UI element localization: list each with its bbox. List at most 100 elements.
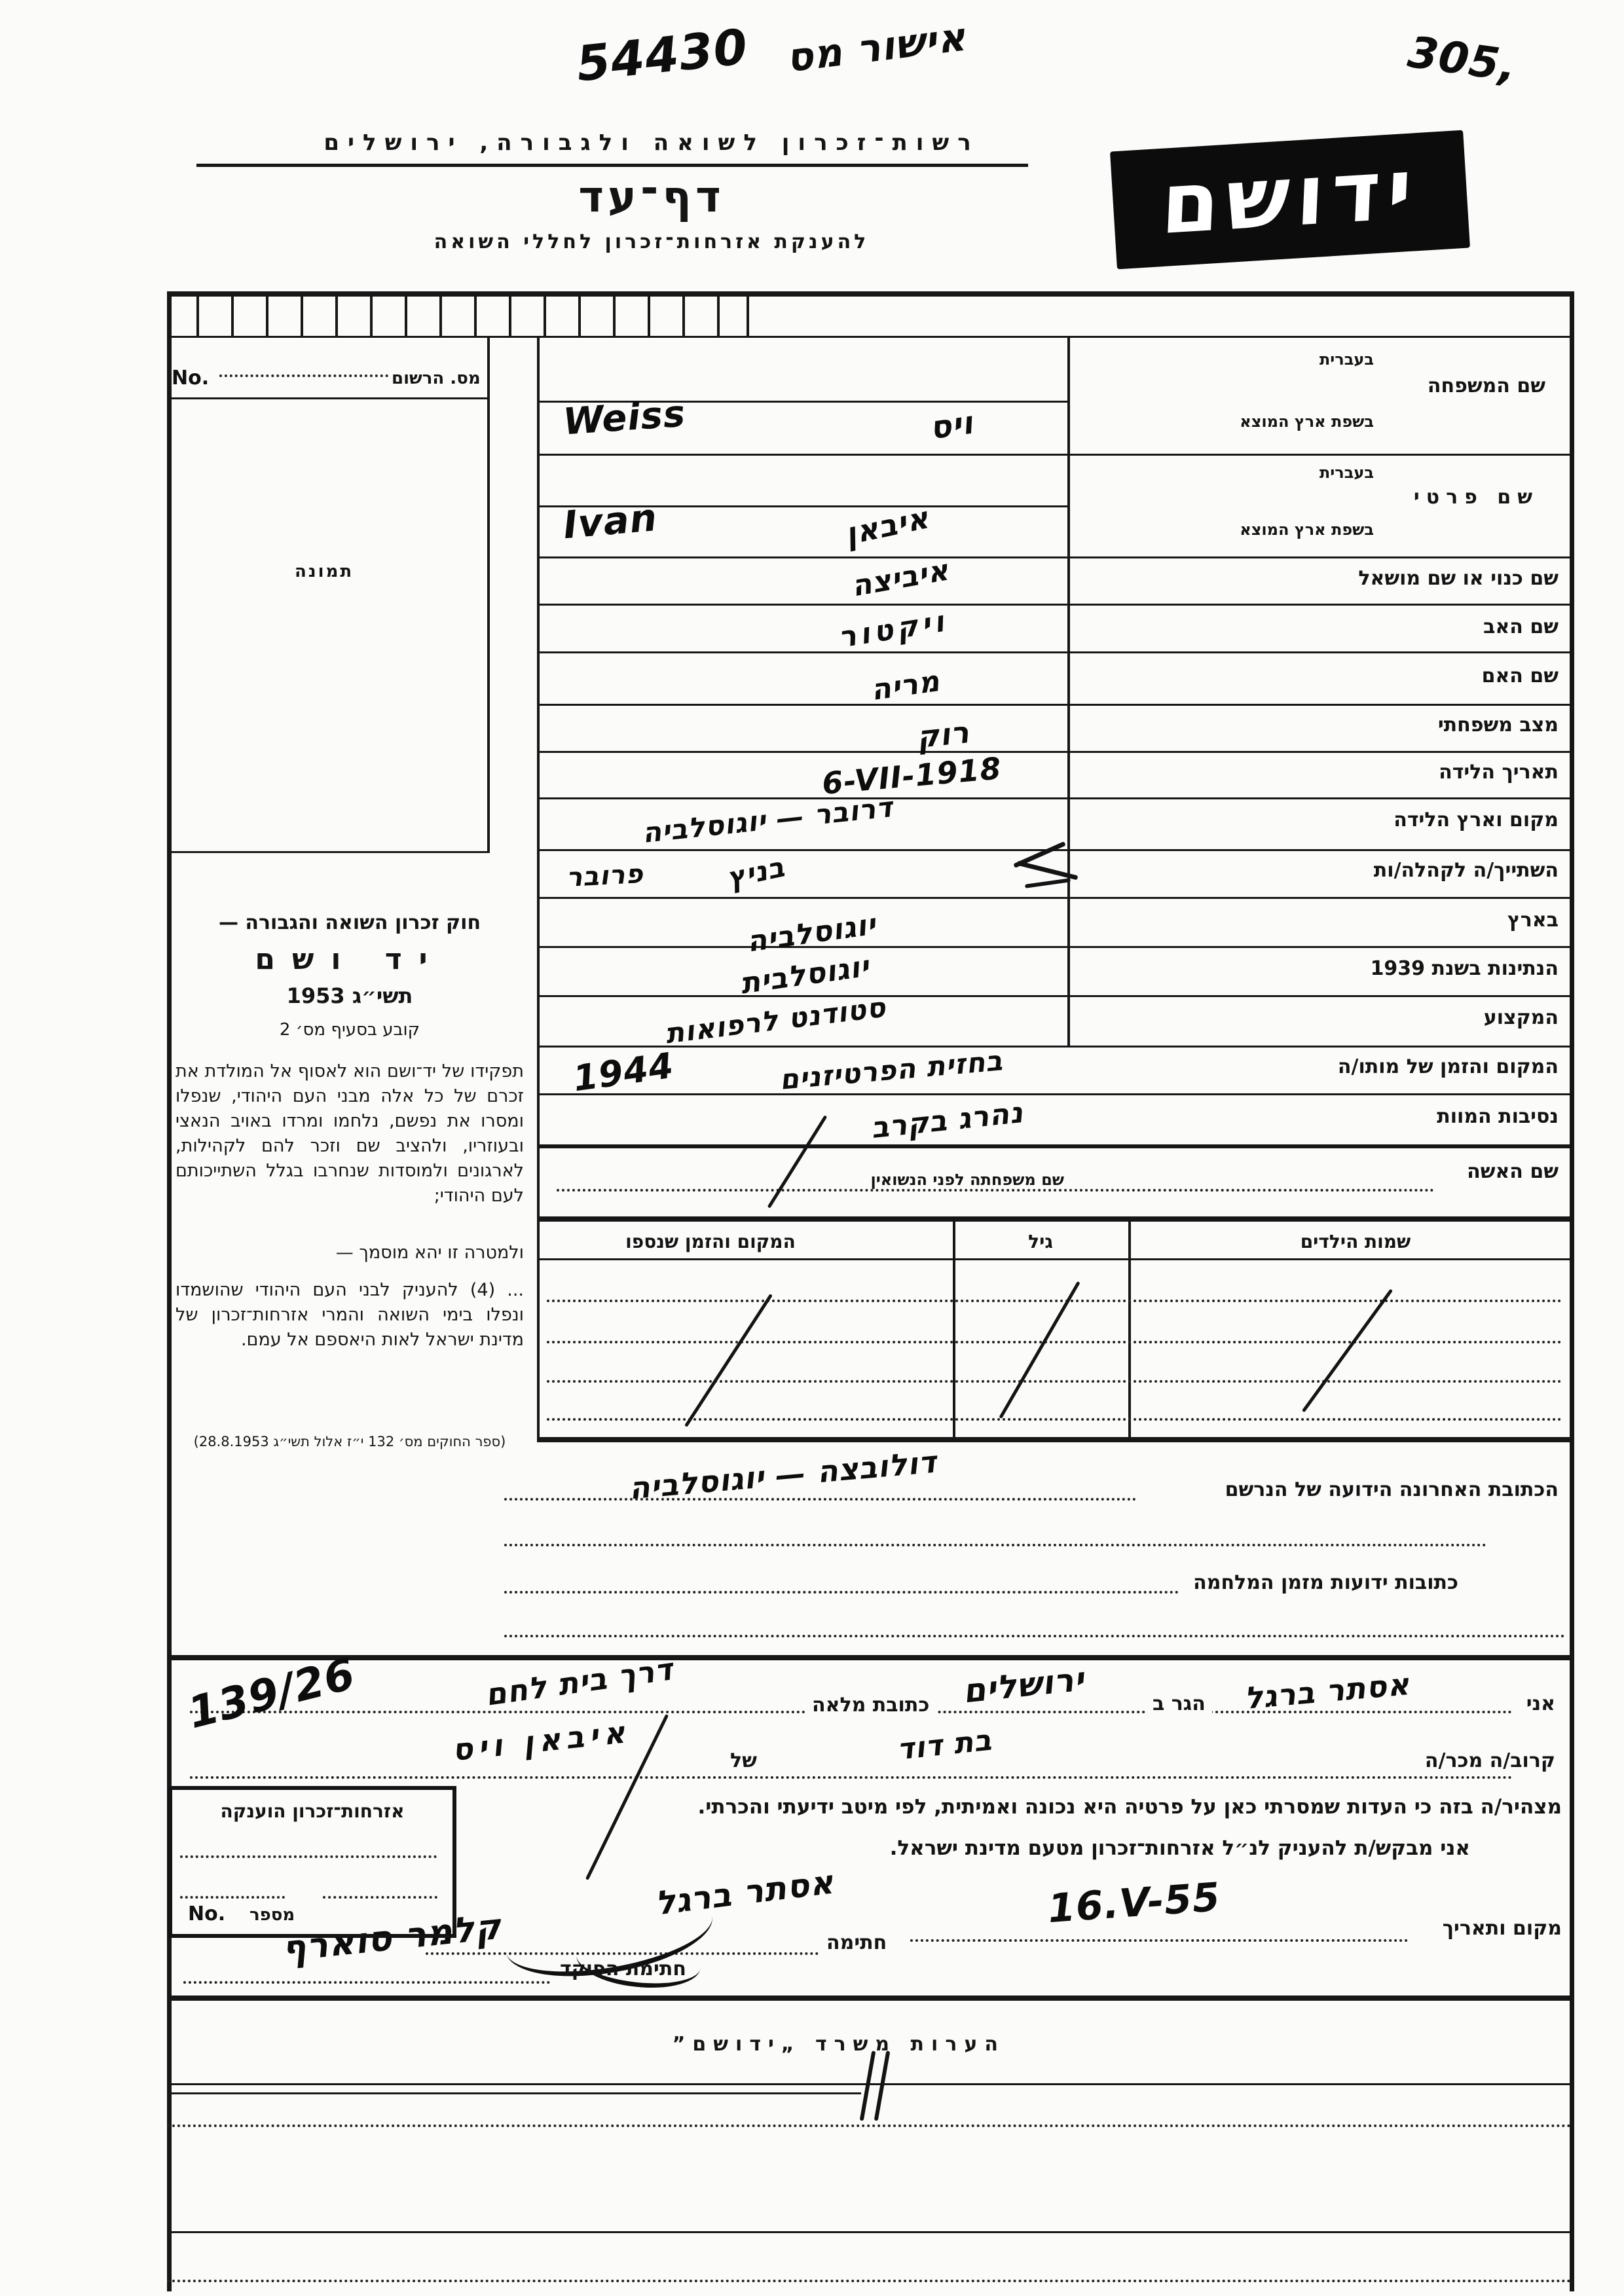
form-title: דף־עד bbox=[578, 172, 725, 222]
children-header-place-perished: המקום והזמן שנספו bbox=[625, 1231, 796, 1252]
office-notes-heading: הערות משרד „ידושם” bbox=[672, 2033, 1005, 2056]
double-stroke-mark bbox=[874, 2050, 891, 2121]
frame-left-border bbox=[167, 291, 172, 2291]
tick-mark bbox=[509, 294, 511, 336]
entry-last-address: דולובצה — יוגוסלביה bbox=[627, 1444, 938, 1506]
entry-residence-city: ירושלים bbox=[961, 1660, 1086, 1711]
registration-number-label: מס. הרשום bbox=[392, 369, 481, 388]
stamp-title: אזרחות־זכרון הוענקה bbox=[220, 1800, 405, 1822]
law-citation: (ספר החוקים מס׳ 132 י״ז אלול תשי״ג 28.8.… bbox=[193, 1434, 506, 1449]
footer-dotted-line bbox=[167, 2124, 1572, 2127]
clerk-signature-label: חתימת הפוקד bbox=[560, 1958, 686, 1980]
field-label-family-name: שם המשפחה bbox=[1427, 374, 1545, 397]
address-dotted-line bbox=[504, 1635, 1565, 1637]
registration-row-underline bbox=[167, 397, 489, 399]
rule-line bbox=[537, 995, 1572, 997]
maiden-name-dotted-line bbox=[557, 1189, 1434, 1192]
field-label-marital-status: מצב משפחתי bbox=[1437, 714, 1559, 737]
law-paragraph-3: ... (4) להעניק לבני העם היהודי שהושמדו ו… bbox=[175, 1280, 524, 1350]
rule-line-heavy bbox=[537, 1144, 1572, 1148]
rule-line bbox=[537, 556, 1572, 558]
entry-nickname: איביצה bbox=[849, 553, 952, 604]
slash-mark bbox=[684, 1293, 773, 1428]
stamp-dotted-line bbox=[180, 1855, 437, 1858]
children-header-names: שמות הילדים bbox=[1300, 1231, 1411, 1252]
tick-mark bbox=[578, 294, 581, 336]
children-row-dotted-line bbox=[547, 1418, 1562, 1421]
signature-label: חתימה bbox=[826, 1931, 887, 1954]
registration-no-dotted-line bbox=[219, 374, 388, 377]
field-label-first-name: שם פרטי bbox=[1413, 486, 1539, 509]
field-sublabel-origin-language: בשפת ארץ המוצא bbox=[1240, 412, 1374, 431]
entry-subject-name: איבאן ויס bbox=[450, 1713, 633, 1768]
children-column-divider bbox=[1128, 1216, 1131, 1437]
field-label-mother-name: שם האם bbox=[1481, 665, 1559, 687]
rule-line bbox=[537, 704, 1572, 706]
place-date-dotted-line bbox=[910, 1939, 1408, 1942]
declaration-statement: מצהיר/ה בזה כי העדות שמסרתי כאן על פרטיה… bbox=[697, 1795, 1562, 1819]
citizenship-request: אני מבקש/ת להעניק לנ״ל אזרחות־זכרון מטעם… bbox=[889, 1836, 1470, 1860]
entry-first-name-foreign: Ivan bbox=[561, 494, 659, 548]
entry-mother-name: מריה bbox=[868, 664, 942, 708]
entry-birth-place: דרובר — יוגוסלביה bbox=[640, 791, 895, 849]
tick-mark bbox=[474, 294, 477, 336]
entry-community-a: בניץ bbox=[724, 850, 788, 894]
yad-vashem-logo: ידושם bbox=[1110, 130, 1470, 270]
children-header-underline bbox=[537, 1258, 1572, 1260]
full-address-label: כתובת מלאה bbox=[805, 1694, 936, 1717]
place-date-label: מקום ותאריך bbox=[1442, 1917, 1562, 1940]
footer-rule-line bbox=[167, 2092, 861, 2094]
clerk-signature-dotted-line bbox=[183, 1981, 550, 1984]
rule-line bbox=[537, 401, 1067, 403]
of-label: של bbox=[724, 1749, 764, 1772]
frame-right-border bbox=[1570, 291, 1574, 2291]
stamp-dotted-line bbox=[180, 1896, 285, 1899]
field-label-birth-place: מקום וארץ הלידה bbox=[1393, 809, 1559, 831]
field-label-citizenship-1939: הנתינות בשנת 1939 bbox=[1370, 957, 1559, 980]
photo-box-bottom-border bbox=[167, 851, 489, 853]
tick-mark bbox=[682, 294, 685, 336]
law-paragraph-2: ולמטרה זו יהא מוסמך — bbox=[335, 1243, 524, 1263]
rule-line bbox=[537, 1046, 1572, 1048]
entry-marital-status: רוק bbox=[915, 714, 971, 756]
rule-line bbox=[537, 751, 1572, 753]
tick-mark bbox=[301, 294, 303, 336]
header-underline bbox=[196, 164, 1028, 167]
rule-line bbox=[537, 797, 1572, 799]
approval-number-handwriting: 54430 bbox=[574, 18, 751, 93]
children-row-dotted-line bbox=[547, 1341, 1562, 1343]
footer-top-border bbox=[167, 1995, 1572, 2001]
entry-death-cause: נהרג בקרב bbox=[869, 1095, 1025, 1146]
stamp-number-label: מספר bbox=[249, 1905, 295, 1925]
resides-in-label: הגר ב bbox=[1146, 1692, 1212, 1715]
field-sublabel-hebrew: בעברית bbox=[1319, 350, 1374, 369]
wife-name-label: שם האשה bbox=[1467, 1160, 1559, 1183]
double-stroke-mark bbox=[859, 2050, 876, 2121]
entry-father-name: ויקטור bbox=[836, 604, 950, 655]
stamp-no-label: No. bbox=[188, 1903, 226, 1925]
field-label-nickname: שם כנוי או שם מושאל bbox=[1358, 567, 1559, 590]
page-number-handwriting: 305, bbox=[1405, 26, 1521, 92]
footer-dotted-line bbox=[167, 2280, 1572, 2282]
children-row-dotted-line bbox=[547, 1300, 1562, 1302]
entry-area-left-divider bbox=[537, 337, 540, 1438]
ticks-row-underline bbox=[167, 336, 1572, 338]
law-paragraph-1: תפקידו של יד־ושם הוא לאסוף אל המולדת את … bbox=[175, 1061, 524, 1206]
slash-mark bbox=[767, 1115, 828, 1209]
rule-line bbox=[537, 604, 1572, 606]
field-label-profession: המקצוע bbox=[1483, 1006, 1559, 1029]
entry-community-b: פרובר bbox=[565, 858, 644, 894]
field-label-community: השתייך/ה לקהלה/ות bbox=[1373, 859, 1559, 882]
rule-line bbox=[537, 1093, 1572, 1095]
address-dotted-line bbox=[504, 1544, 1486, 1546]
rule-line bbox=[537, 946, 1572, 948]
children-header-age: גיל bbox=[1028, 1231, 1053, 1252]
signature-dotted-line bbox=[426, 1952, 819, 1955]
tick-mark bbox=[231, 294, 234, 336]
scribble-mark bbox=[1024, 878, 1071, 888]
rule-line bbox=[537, 651, 1572, 653]
children-table-bottom-border bbox=[537, 1437, 1572, 1442]
authority-title: רשות־זכרון לשואה ולגבורה, ירושלים bbox=[323, 130, 980, 156]
field-sublabel-hebrew: בעברית bbox=[1319, 464, 1374, 482]
